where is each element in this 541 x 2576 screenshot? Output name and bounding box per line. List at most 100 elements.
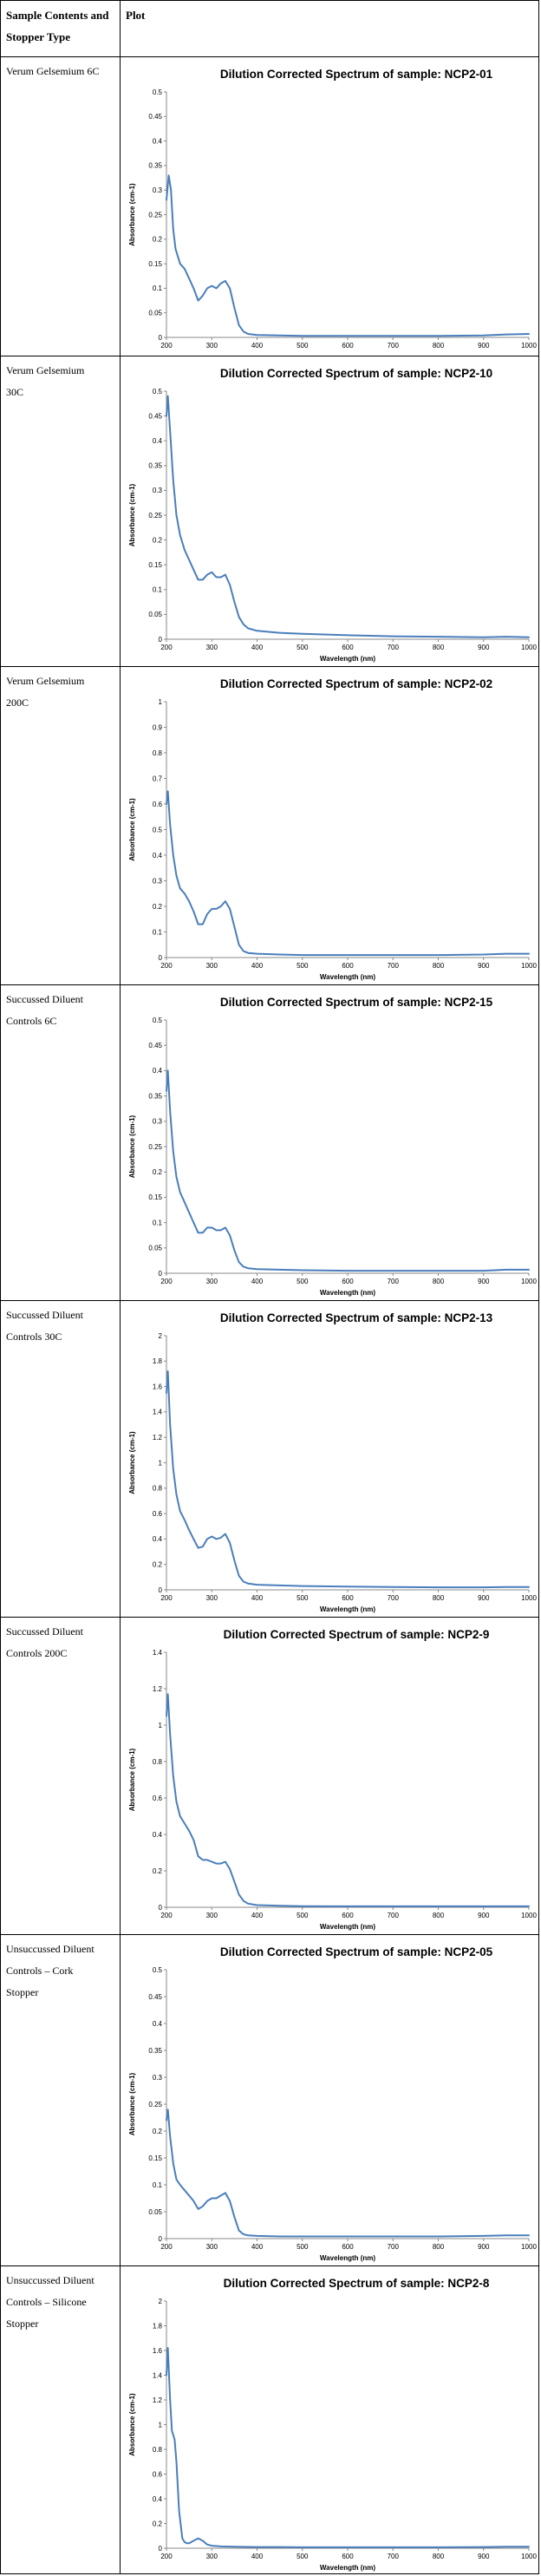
y-tick-label: 0.45 [148, 412, 162, 420]
y-tick-label: 0.05 [148, 611, 162, 618]
x-tick-label: 400 [251, 1594, 264, 1602]
x-tick-label: 400 [251, 644, 264, 651]
y-tick-label: 0.4 [153, 137, 163, 145]
y-tick-label: 0.35 [148, 462, 162, 470]
spectrum-line [166, 395, 530, 638]
y-tick-label: 1.8 [153, 1357, 163, 1365]
x-tick-label: 700 [388, 2243, 400, 2251]
y-tick-label: 0.5 [153, 1966, 163, 1974]
chart-title: Dilution Corrected Spectrum of sample: N… [220, 367, 492, 380]
x-tick-label: 300 [206, 962, 218, 970]
x-tick-label: 500 [297, 2243, 309, 2251]
y-tick-label: 0.6 [153, 2470, 163, 2478]
x-tick-label: 400 [251, 1912, 264, 1919]
x-tick-label: 700 [388, 342, 400, 350]
x-tick-label: 1000 [521, 342, 537, 350]
y-tick-label: 1.6 [153, 2347, 163, 2355]
x-tick-label: 400 [251, 1278, 264, 1285]
chart-title: Dilution Corrected Spectrum of sample: N… [220, 68, 493, 81]
sample-label: Verum Gelsemium 30C [6, 364, 85, 398]
y-tick-label: 0.1 [153, 2181, 163, 2189]
y-tick-label: 0.15 [148, 2154, 162, 2162]
y-tick-label: 0.25 [148, 512, 162, 520]
sample-label: Unsuccussed Diluent Controls – Cork Stop… [6, 1943, 95, 1998]
x-tick-label: 500 [297, 1594, 309, 1602]
y-tick-label: 0.1 [153, 586, 163, 594]
header-sample-contents: Sample Contents and Stopper Type [6, 9, 109, 43]
x-tick-label: 900 [478, 644, 490, 651]
y-tick-label: 0 [159, 1904, 163, 1912]
y-tick-label: 0.25 [148, 2101, 162, 2109]
y-tick-label: 1 [159, 2421, 163, 2429]
chart-title: Dilution Corrected Spectrum of sample: N… [220, 677, 492, 690]
y-tick-label: 0.2 [153, 1561, 163, 1569]
x-tick-label: 200 [160, 644, 173, 651]
x-tick-label: 400 [251, 2553, 264, 2560]
y-axis-label: Absorbance (cm-1) [128, 1431, 136, 1494]
x-tick-label: 600 [342, 644, 354, 651]
y-tick-label: 0.6 [153, 1510, 163, 1518]
sample-label: Succussed Diluent Controls 30C [6, 1309, 83, 1343]
y-tick-label: 0.4 [153, 1831, 163, 1839]
spectrum-chart: Dilution Corrected Spectrum of sample: N… [128, 68, 537, 350]
spectrum-chart: Dilution Corrected Spectrum of sample: N… [128, 1628, 537, 1931]
y-tick-label: 1.4 [153, 1409, 163, 1416]
x-tick-label: 600 [342, 2553, 354, 2560]
x-tick-label: 400 [251, 962, 264, 970]
table-row: Verum Gelsemium 200C Dilution Corrected S… [1, 666, 538, 984]
y-tick-label: 2 [159, 2298, 163, 2305]
spectrum-line [166, 1693, 530, 1907]
y-tick-label: 0.2 [153, 903, 163, 911]
x-tick-label: 600 [342, 1912, 354, 1919]
y-tick-label: 1.2 [153, 2396, 163, 2404]
y-tick-label: 0.1 [153, 284, 163, 292]
y-tick-label: 0.15 [148, 561, 162, 569]
x-axis-label: Wavelength (nm) [320, 1923, 375, 1931]
spectrum-chart: Dilution Corrected Spectrum of sample: N… [128, 367, 537, 663]
y-tick-label: 0.35 [148, 1092, 162, 1100]
y-tick-label: 0.4 [153, 1535, 163, 1543]
x-tick-label: 300 [206, 1594, 218, 1602]
y-tick-label: 1.2 [153, 1434, 163, 1442]
table-row: Unsuccussed Diluent Controls – Silicone … [1, 2265, 538, 2575]
x-tick-label: 900 [478, 2243, 490, 2251]
y-tick-label: 0.8 [153, 1485, 163, 1493]
y-tick-label: 0.5 [153, 1017, 163, 1024]
x-tick-label: 300 [206, 644, 218, 651]
y-tick-label: 0.05 [148, 1245, 162, 1252]
y-tick-label: 0 [159, 636, 163, 644]
y-tick-label: 0.15 [148, 1193, 162, 1201]
y-tick-label: 1.6 [153, 1383, 163, 1390]
y-tick-label: 1.4 [153, 2371, 163, 2379]
chart-title: Dilution Corrected Spectrum of sample: N… [224, 2277, 490, 2290]
spectrum-line [166, 1370, 530, 1589]
x-axis-label: Wavelength (nm) [320, 655, 375, 663]
x-tick-label: 1000 [521, 1912, 537, 1919]
y-tick-label: 0.4 [153, 1067, 163, 1075]
x-tick-label: 200 [160, 1278, 173, 1285]
spectrum-line [166, 2347, 530, 2548]
x-tick-label: 700 [388, 2553, 400, 2560]
x-axis-label: Wavelength (nm) [320, 2564, 375, 2572]
x-axis-label: Wavelength (nm) [320, 973, 375, 981]
y-tick-label: 0.4 [153, 852, 163, 860]
x-axis-label: Wavelength (nm) [320, 1289, 375, 1297]
spectrum-line [166, 1069, 530, 1272]
x-tick-label: 200 [160, 1594, 173, 1602]
chart-title: Dilution Corrected Spectrum of sample: N… [220, 1945, 493, 1958]
chart-title: Dilution Corrected Spectrum of sample: N… [224, 1628, 490, 1641]
y-tick-label: 0 [159, 2545, 163, 2553]
y-tick-label: 0.8 [153, 1758, 163, 1766]
x-tick-label: 1000 [521, 2553, 537, 2560]
x-axis-label: Wavelength (nm) [320, 2254, 375, 2262]
y-tick-label: 0 [159, 1586, 163, 1594]
x-tick-label: 600 [342, 962, 354, 970]
y-tick-label: 0.8 [153, 2446, 163, 2454]
x-tick-label: 400 [251, 2243, 264, 2251]
y-tick-label: 0.15 [148, 260, 162, 268]
table-row: Succussed Diluent Controls 30C Dilution C… [1, 1300, 538, 1617]
x-tick-label: 600 [342, 342, 354, 350]
y-tick-label: 0.2 [153, 536, 163, 544]
x-tick-label: 500 [297, 962, 309, 970]
x-axis-label: Wavelength (nm) [320, 1605, 375, 1613]
